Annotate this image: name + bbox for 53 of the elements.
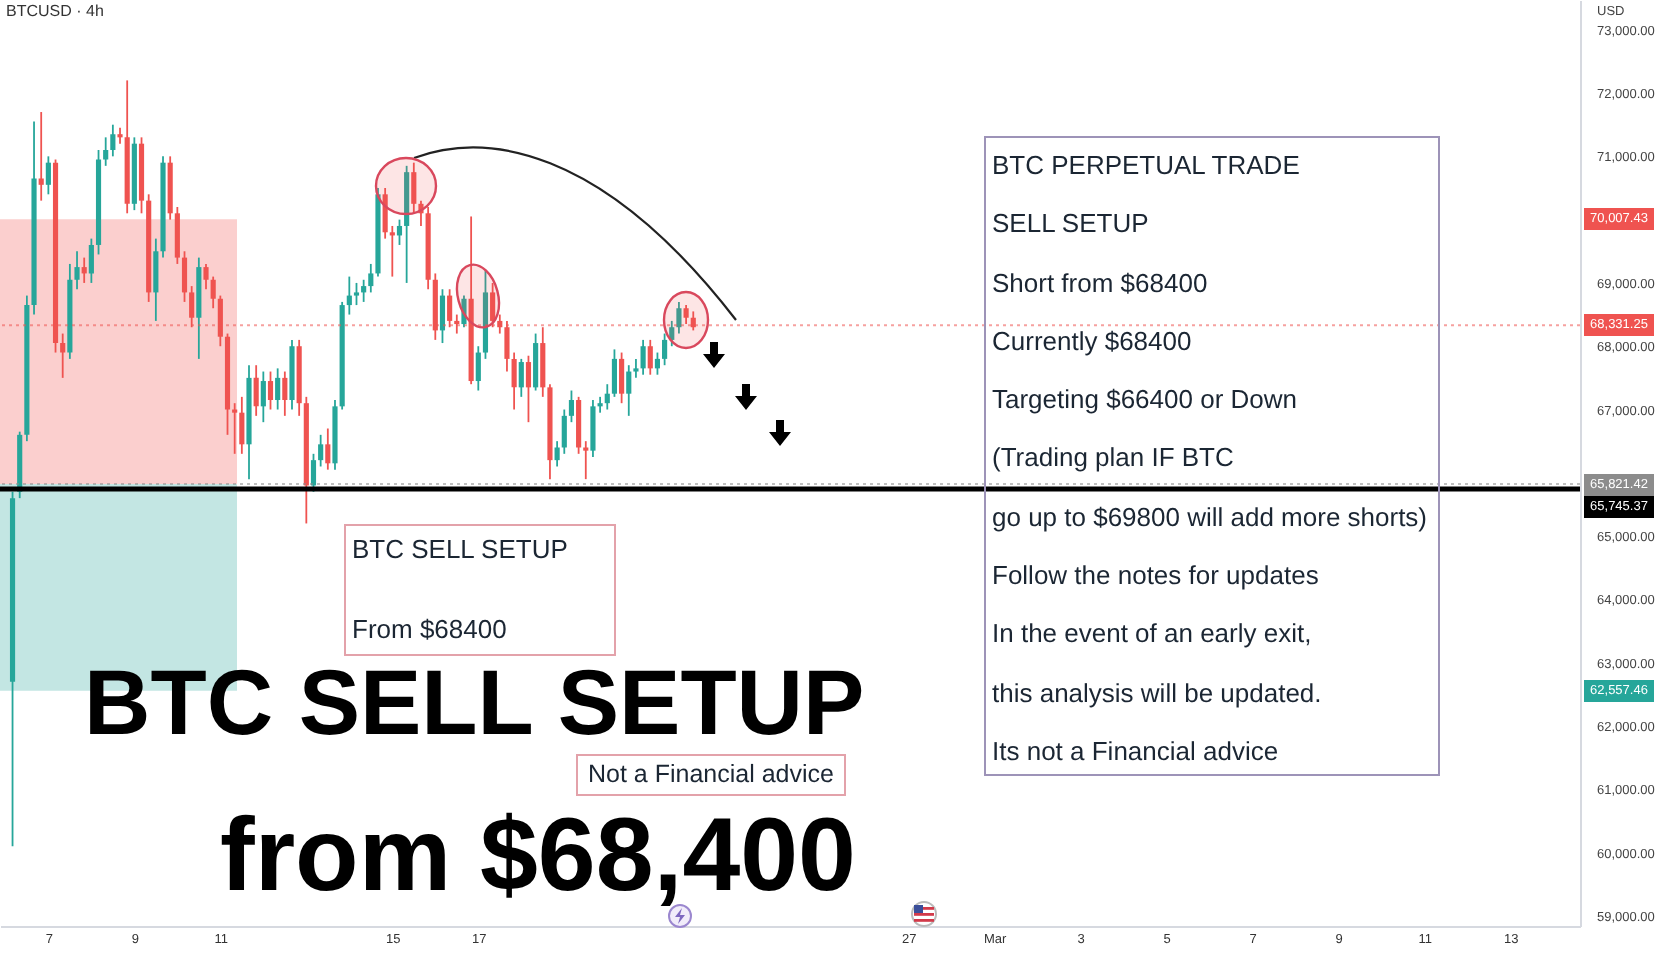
candlestick (189, 285, 195, 329)
candlestick (353, 282, 360, 306)
text: BTC SELL SETUP (84, 650, 865, 754)
candlestick (310, 452, 317, 493)
candlestick (318, 433, 324, 468)
candlestick (361, 278, 367, 303)
candlestick (447, 288, 453, 329)
candlestick (239, 395, 245, 455)
candlestick (103, 136, 109, 167)
candlestick (654, 351, 661, 376)
candlestick (690, 310, 696, 332)
candlestick (181, 250, 188, 303)
candlestick (439, 288, 446, 344)
chart-title: BTCUSD · 4h (6, 2, 104, 20)
candlestick (475, 345, 481, 392)
candlestick (619, 351, 625, 405)
candlestick (590, 399, 596, 458)
candlestick (267, 370, 274, 411)
candlestick (576, 395, 582, 455)
candlestick (568, 389, 575, 424)
candlestick (647, 338, 653, 376)
candlestick (232, 402, 238, 455)
candlestick (662, 332, 668, 367)
candlestick (81, 256, 87, 284)
candlestick (60, 332, 66, 379)
annotation: Not a Financial advice (588, 760, 834, 788)
candlestick (282, 370, 288, 417)
candlestick (253, 364, 259, 417)
annotation: BTC SELL SETUP (352, 534, 568, 564)
note-box: Not a Financial advice (576, 754, 846, 796)
candlestick (396, 218, 403, 246)
annotation: from $68,400 (220, 798, 856, 914)
candlestick (490, 282, 496, 329)
candlestick (325, 427, 331, 471)
note-box: BTC PERPETUAL TRADE SELL SETUP Short from $68400 Currently $68400 Targeting $66400 or Down (Trading plan IF BTC go up to $69800 will add more shorts) Follow the notes for updates In the event of an early exit, this analysis will be updated. Its not a Financial advice (984, 136, 1440, 776)
candlestick (604, 383, 610, 411)
candlestick (611, 348, 618, 398)
candlestick (45, 155, 51, 196)
candlestick (626, 364, 632, 417)
candlestick (110, 123, 116, 158)
candlestick (533, 332, 539, 392)
candlestick (683, 304, 689, 325)
candlestick (461, 294, 467, 329)
candlestick (561, 408, 567, 455)
candlestick (640, 338, 646, 376)
candlestick (275, 367, 281, 411)
candlestick (38, 111, 44, 202)
candlestick (411, 161, 417, 215)
candlestick (518, 357, 524, 398)
candlestick (260, 370, 266, 424)
candlestick (88, 237, 94, 284)
candlestick (525, 354, 532, 424)
note-box: BTC SELL SETUP From $68400 (344, 524, 616, 656)
